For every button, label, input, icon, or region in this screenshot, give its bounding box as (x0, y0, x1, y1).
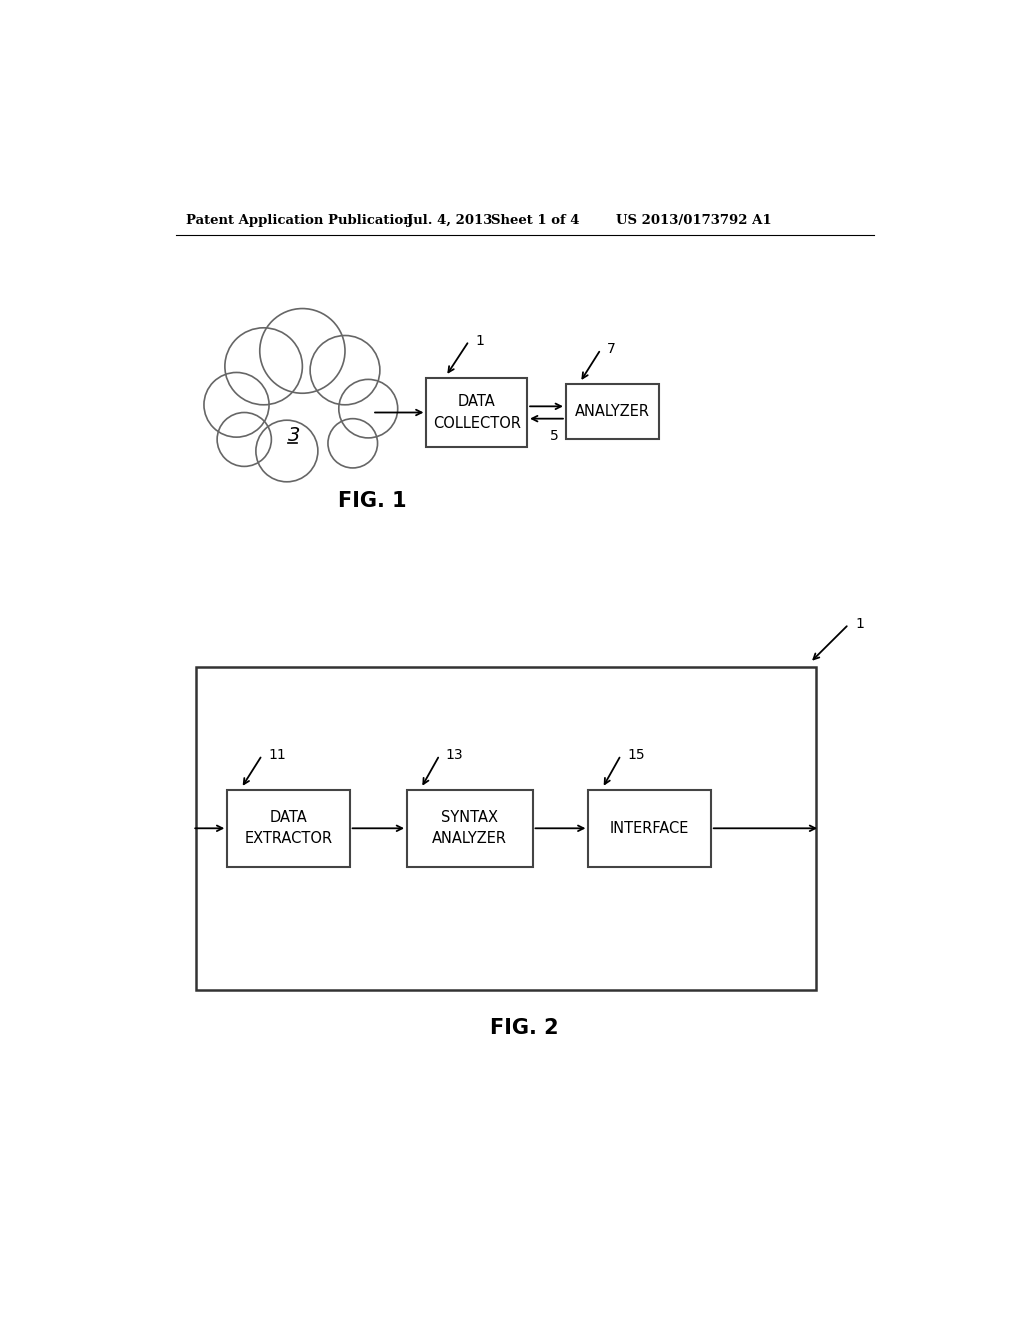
Text: 1: 1 (475, 334, 484, 348)
Text: DATA
EXTRACTOR: DATA EXTRACTOR (245, 810, 333, 846)
Bar (426, 378, 527, 447)
Text: DATA
COLLECTOR: DATA COLLECTOR (433, 395, 521, 430)
Circle shape (204, 372, 269, 437)
Circle shape (310, 335, 380, 405)
Circle shape (256, 420, 317, 482)
Text: 11: 11 (268, 748, 286, 762)
Circle shape (260, 309, 345, 393)
Text: ANALYZER: ANALYZER (574, 404, 650, 420)
Bar (566, 384, 658, 440)
Bar (182, 428, 407, 474)
Text: Patent Application Publication: Patent Application Publication (186, 214, 413, 227)
Text: 15: 15 (627, 748, 645, 762)
Text: US 2013/0173792 A1: US 2013/0173792 A1 (616, 214, 772, 227)
Circle shape (217, 412, 271, 466)
Bar (589, 789, 711, 867)
Bar (197, 667, 816, 990)
Text: 13: 13 (445, 748, 464, 762)
Text: 7: 7 (607, 342, 615, 356)
Text: INTERFACE: INTERFACE (610, 821, 689, 836)
Bar (407, 789, 532, 867)
Text: 1: 1 (855, 618, 864, 631)
Text: FIG. 1: FIG. 1 (338, 491, 407, 511)
Circle shape (339, 379, 397, 438)
Bar (227, 789, 349, 867)
Circle shape (328, 418, 378, 469)
Text: Jul. 4, 2013: Jul. 4, 2013 (407, 214, 493, 227)
Text: SYNTAX
ANALYZER: SYNTAX ANALYZER (432, 810, 507, 846)
Text: FIG. 2: FIG. 2 (490, 1019, 559, 1039)
Text: 5: 5 (550, 429, 559, 442)
Circle shape (225, 327, 302, 405)
Text: Sheet 1 of 4: Sheet 1 of 4 (490, 214, 580, 227)
Text: 3: 3 (289, 426, 301, 445)
